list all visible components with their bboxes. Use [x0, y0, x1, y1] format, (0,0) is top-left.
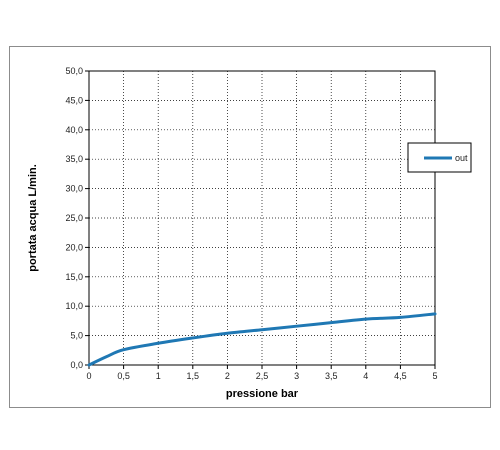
y-tick-label: 30,0	[65, 184, 83, 194]
x-tick-label: 1	[156, 371, 161, 381]
y-tick-label: 35,0	[65, 154, 83, 164]
y-tick-label: 50,0	[65, 66, 83, 76]
x-tick-label: 4	[363, 371, 368, 381]
x-tick-label: 2,5	[256, 371, 269, 381]
x-tick-label: 0	[86, 371, 91, 381]
x-tick-label: 1,5	[187, 371, 200, 381]
y-axis-label: portata acqua L/min.	[27, 164, 39, 272]
legend-label-out: out	[455, 153, 468, 163]
y-tick-label: 40,0	[65, 125, 83, 135]
y-tick-label: 10,0	[65, 301, 83, 311]
x-tick-label: 2	[225, 371, 230, 381]
x-tick-label: 4,5	[394, 371, 407, 381]
x-axis-label: pressione bar	[226, 388, 299, 400]
x-axis-ticks: 0 0,5 1 1,5 2 2,5 3 3,5 4 4,5 5	[86, 365, 438, 381]
x-tick-label: 0,5	[117, 371, 130, 381]
y-tick-label: 20,0	[65, 242, 83, 252]
series-layer	[87, 312, 437, 367]
x-tick-label: 3	[294, 371, 299, 381]
y-tick-label: 5,0	[70, 331, 83, 341]
x-tick-label: 5	[432, 371, 437, 381]
series-line-out	[87, 312, 437, 367]
y-tick-label: 25,0	[65, 213, 83, 223]
y-tick-label: 45,0	[65, 95, 83, 105]
y-tick-label: 15,0	[65, 272, 83, 282]
y-axis-ticks: 0,0 5,0 10,0 15,0 20,0 25,0 30,0 35,0 40,0 45,0 50…	[65, 66, 89, 370]
legend: out	[407, 142, 472, 173]
y-tick-label: 0,0	[70, 360, 83, 370]
x-tick-label: 3,5	[325, 371, 338, 381]
gridlines	[89, 71, 435, 365]
